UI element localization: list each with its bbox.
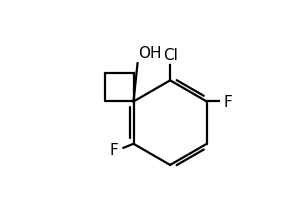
Text: F: F xyxy=(110,143,118,158)
Text: OH: OH xyxy=(139,46,162,61)
Text: F: F xyxy=(224,95,232,109)
Text: Cl: Cl xyxy=(163,48,178,62)
